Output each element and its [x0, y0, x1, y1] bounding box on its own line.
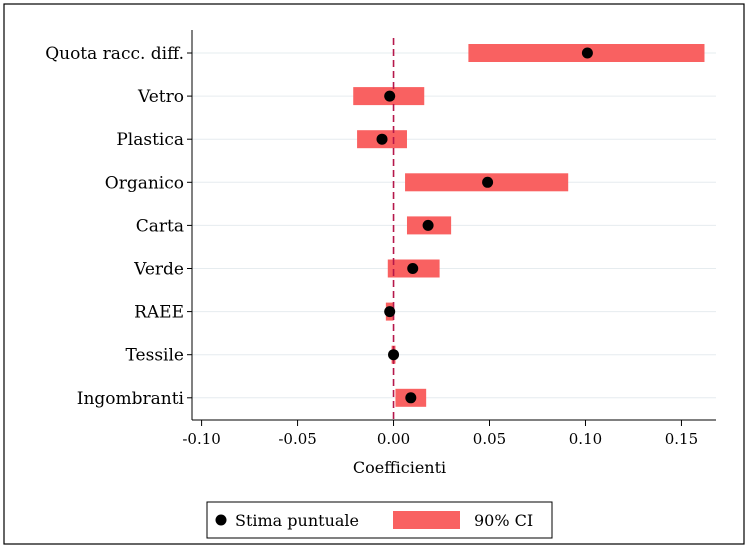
x-tick-label-3: 0.05 [473, 430, 506, 448]
x-tick-label-1: -0.05 [278, 430, 316, 448]
category-label-quota-racc-diff: Quota racc. diff. [45, 44, 184, 64]
point-organico [482, 176, 494, 188]
x-tick-label-2: 0.00 [377, 430, 410, 448]
x-tick-label-4: 0.10 [569, 430, 602, 448]
point-quota-racc-diff [581, 47, 593, 59]
category-label-ingombranti: Ingombranti [77, 389, 185, 409]
legend-point-label: Stima puntuale [235, 511, 359, 530]
point-tessile [388, 349, 400, 361]
category-label-raee: RAEE [134, 303, 184, 323]
legend-point-marker [215, 514, 227, 526]
point-plastica [376, 133, 388, 145]
point-raee [384, 306, 396, 318]
category-label-carta: Carta [136, 216, 184, 236]
x-axis-title: Coefficienti [353, 458, 446, 477]
category-label-tessile: Tessile [126, 346, 184, 366]
x-tick-label-0: -0.10 [182, 430, 220, 448]
point-vetro [384, 90, 396, 102]
category-label-vetro: Vetro [137, 87, 184, 107]
category-label-organico: Organico [105, 173, 184, 193]
category-labels: Quota racc. diff. Vetro Plastica Organico Ca… [45, 44, 192, 409]
legend: Stima puntuale 90% CI [206, 501, 553, 539]
point-ingombranti [405, 392, 417, 404]
point-verde [407, 263, 419, 274]
x-axis-ticks: -0.10 -0.05 0.00 0.05 0.10 0.15 [182, 420, 698, 448]
x-tick-label-5: 0.15 [665, 430, 698, 448]
legend-ci-label: 90% CI [474, 511, 533, 530]
category-label-plastica: Plastica [116, 130, 184, 150]
legend-ci-swatch [393, 511, 460, 529]
point-carta [422, 219, 434, 231]
point-estimates [376, 47, 593, 404]
legend-box [206, 501, 553, 539]
category-label-verde: Verde [133, 260, 184, 280]
